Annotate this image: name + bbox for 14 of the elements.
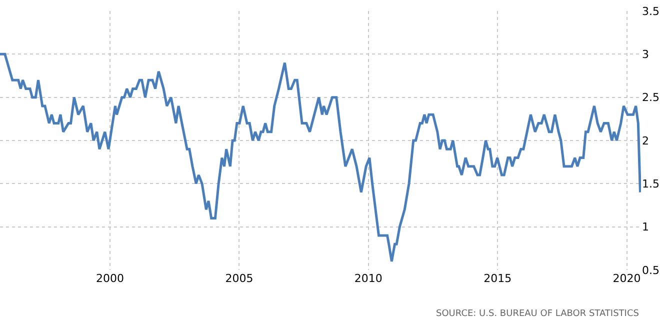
x-tick-label: 2005: [225, 272, 254, 285]
y-tick-label: 2: [642, 134, 649, 148]
x-tick-label: 2000: [96, 272, 124, 285]
line-series: [0, 52, 641, 263]
x-tick-label: 2010: [354, 272, 382, 285]
y-tick-label: 1.5: [642, 178, 660, 191]
y-tick-label: 1: [642, 220, 649, 234]
x-tick-label: 2020: [612, 272, 641, 285]
source-note: SOURCE: U.S. BUREAU OF LABOR STATISTICS: [436, 309, 640, 319]
y-tick-label: 3: [642, 48, 649, 62]
y-tick-label: 0.5: [642, 264, 660, 277]
y-tick-label: 3.5: [642, 4, 660, 18]
y-tick-label: 2.5: [642, 91, 660, 104]
x-tick-label: 2015: [484, 272, 512, 285]
